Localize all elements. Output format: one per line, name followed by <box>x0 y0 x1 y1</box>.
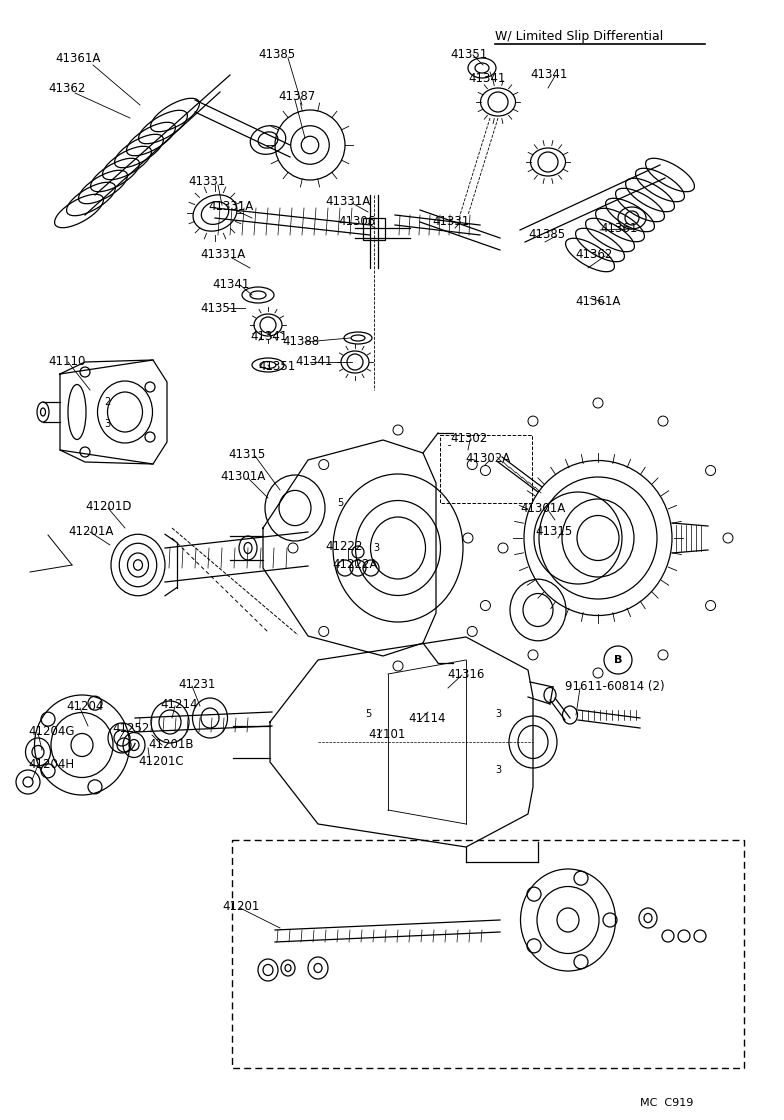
Text: 41362: 41362 <box>48 82 85 95</box>
Text: 41341: 41341 <box>295 355 332 368</box>
Text: 3: 3 <box>495 709 501 719</box>
Text: 41385: 41385 <box>258 48 295 60</box>
Text: 41331A: 41331A <box>325 195 370 208</box>
Text: 41201D: 41201D <box>85 500 132 513</box>
Text: 41315: 41315 <box>228 448 265 461</box>
Text: 41331: 41331 <box>432 215 470 228</box>
Bar <box>232 840 744 1068</box>
Text: 41388: 41388 <box>282 335 319 348</box>
Text: 41301A: 41301A <box>220 470 265 483</box>
Bar <box>440 435 532 503</box>
Text: 41331A: 41331A <box>208 200 253 213</box>
Text: 41222A: 41222A <box>332 558 378 571</box>
Text: 5: 5 <box>337 498 343 508</box>
Text: 41331: 41331 <box>188 175 225 188</box>
Text: 41362: 41362 <box>575 248 612 261</box>
Text: 5: 5 <box>365 709 371 719</box>
Text: 41201A: 41201A <box>68 525 114 538</box>
Text: 41252: 41252 <box>112 722 150 735</box>
Text: 41351: 41351 <box>450 48 487 60</box>
Text: 41351: 41351 <box>200 302 238 315</box>
Text: 41387: 41387 <box>278 90 315 103</box>
Text: 41302: 41302 <box>450 432 487 445</box>
Text: 41331A: 41331A <box>200 248 245 261</box>
Text: 41201: 41201 <box>222 900 260 913</box>
Text: 41110: 41110 <box>48 355 85 368</box>
Text: 41351: 41351 <box>258 360 296 373</box>
Text: 3: 3 <box>495 765 501 775</box>
Text: B: B <box>614 655 622 665</box>
Text: 41214: 41214 <box>160 698 198 711</box>
Text: 41204G: 41204G <box>28 725 74 738</box>
Text: 41341: 41341 <box>530 68 568 81</box>
Text: 41385: 41385 <box>528 228 565 241</box>
Text: 41222: 41222 <box>325 540 362 553</box>
Text: 91611-60814 (2): 91611-60814 (2) <box>565 680 665 693</box>
Text: 41341: 41341 <box>212 278 249 291</box>
Text: W/ Limited Slip Differential: W/ Limited Slip Differential <box>495 30 663 43</box>
Text: 41361A: 41361A <box>55 52 100 65</box>
Bar <box>363 218 385 240</box>
Text: 41341: 41341 <box>250 330 288 343</box>
Text: 41101: 41101 <box>368 728 405 741</box>
Text: 41231: 41231 <box>178 678 216 691</box>
Text: 41204: 41204 <box>66 700 103 713</box>
Text: 41201C: 41201C <box>138 755 183 768</box>
Text: 3: 3 <box>373 543 379 553</box>
Text: 41361A: 41361A <box>575 295 620 308</box>
Text: 41341: 41341 <box>468 72 506 85</box>
Text: 2: 2 <box>103 396 110 407</box>
Text: MC  C919: MC C919 <box>640 1098 693 1108</box>
Text: 41316: 41316 <box>447 668 485 681</box>
Text: 3: 3 <box>104 419 110 429</box>
Text: 41315: 41315 <box>535 525 572 538</box>
Text: 41302A: 41302A <box>465 452 510 465</box>
Text: 41361: 41361 <box>600 222 637 235</box>
Text: 41201B: 41201B <box>148 738 194 752</box>
Text: 41301A: 41301A <box>520 502 565 515</box>
Text: 41114: 41114 <box>408 712 445 725</box>
Text: 41306: 41306 <box>338 215 376 228</box>
Text: 41204H: 41204H <box>28 758 74 771</box>
